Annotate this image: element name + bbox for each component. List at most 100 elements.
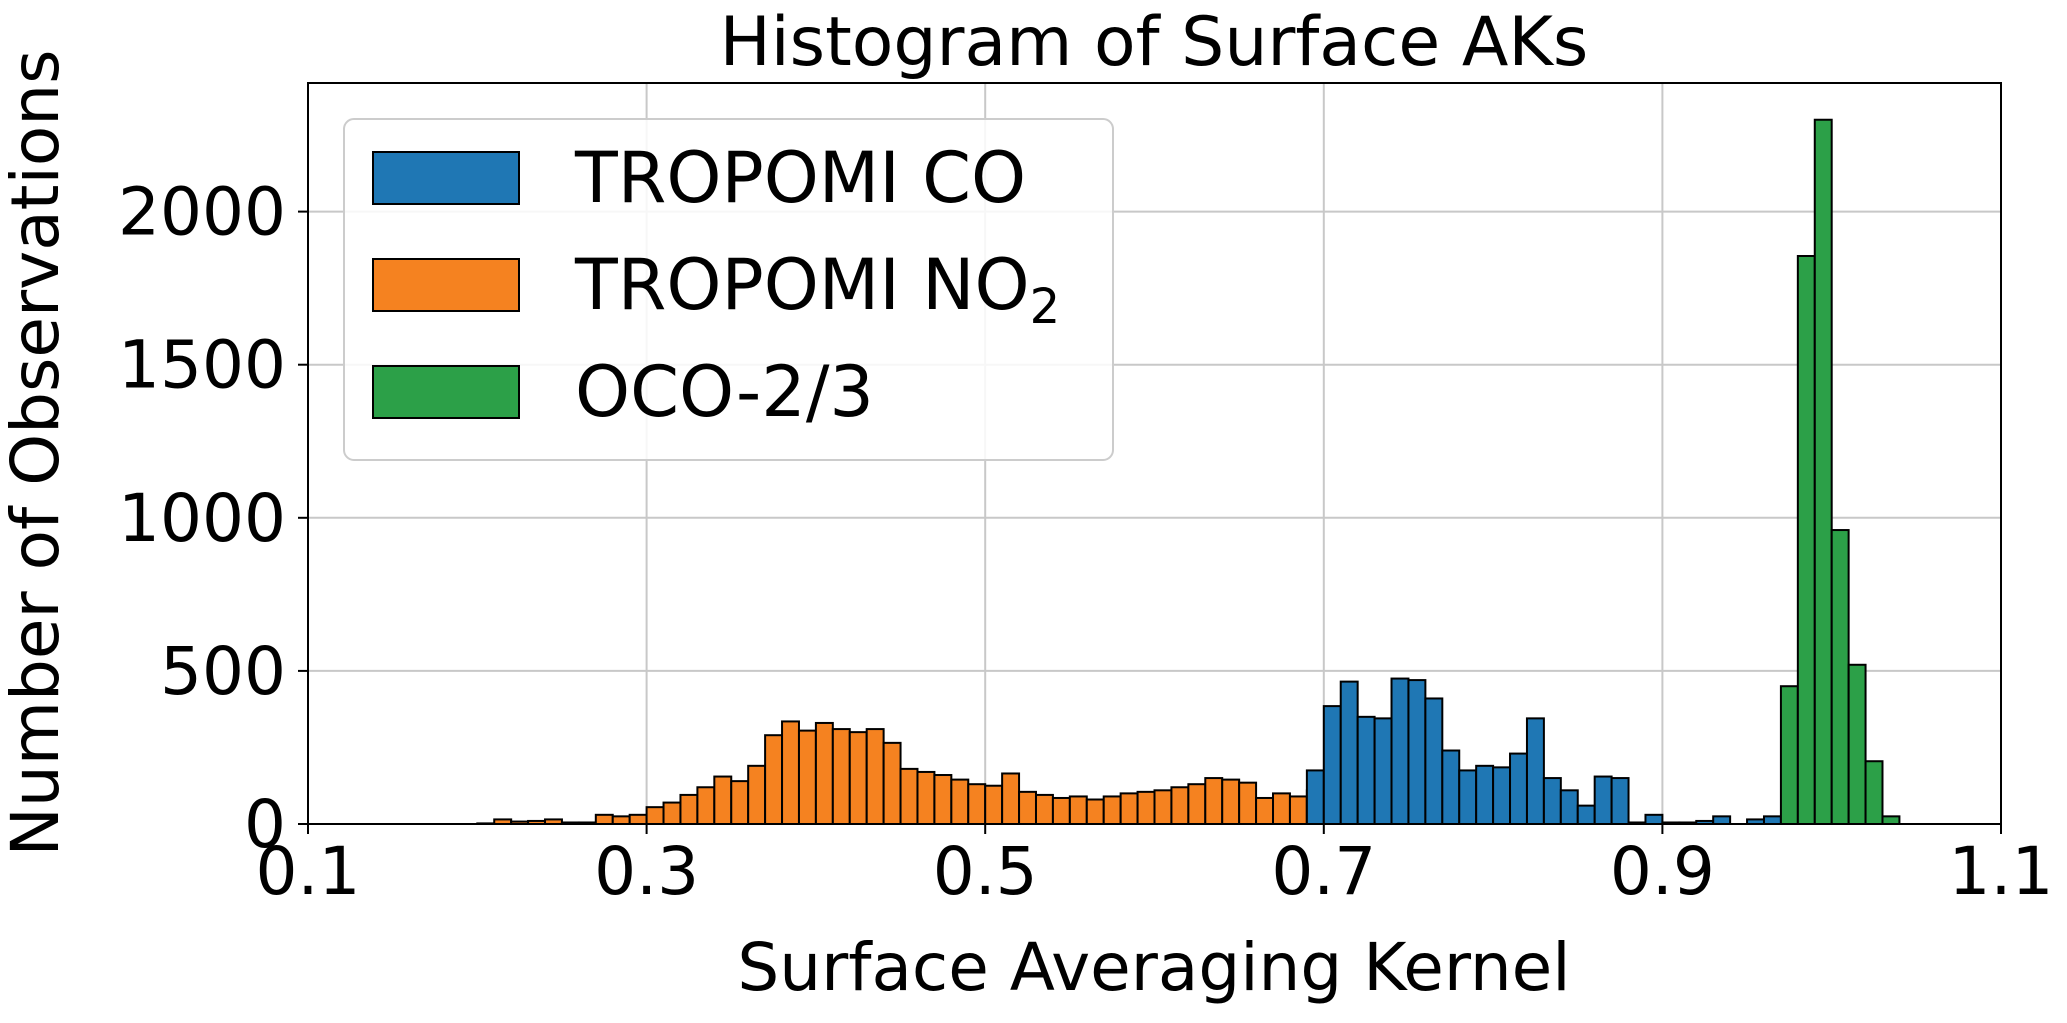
bar-tropomi-no2	[781, 720, 800, 826]
legend-frame	[343, 118, 1114, 461]
x-tick-label: 0.5	[933, 833, 1038, 910]
bar-tropomi-no2	[730, 780, 750, 825]
bar-tropomi-co	[1712, 815, 1732, 825]
bar-oco-2-3	[1796, 255, 1816, 825]
bar-tropomi-co	[1322, 705, 1342, 826]
bar-tropomi-no2	[1085, 798, 1105, 826]
bar-oco-2-3	[1779, 685, 1799, 826]
bar-tropomi-no2	[1221, 778, 1241, 826]
axis-ticks: 0.1 0.3 0.5 0.7 0.9 1.1 0 500 1000 1500 2000	[118, 174, 2053, 910]
x-tick-label: 0.7	[1271, 833, 1376, 910]
bar-tropomi-no2	[1119, 792, 1139, 826]
bar-tropomi-co	[1356, 715, 1376, 825]
bar-tropomi-no2	[1001, 772, 1021, 826]
bar-tropomi-co	[1305, 769, 1325, 825]
bar-tropomi-no2	[696, 786, 716, 826]
bar-tropomi-no2	[967, 783, 987, 825]
x-tick-label: 0.3	[594, 833, 699, 910]
bar-tropomi-no2	[1288, 795, 1308, 825]
bar-tropomi-no2	[1204, 777, 1224, 826]
bar-tropomi-no2	[848, 731, 868, 826]
bar-tropomi-no2	[662, 801, 682, 825]
plot-frame	[307, 82, 2002, 825]
legend-label-subscript: 2	[1030, 279, 1061, 335]
bar-tropomi-no2	[797, 729, 817, 825]
x-tick-label: 0.1	[256, 833, 361, 910]
y-tick-label: 1000	[118, 480, 286, 557]
legend-label-text: TROPOMI NO	[574, 244, 1030, 326]
legend-swatch-tropomi-co	[372, 151, 520, 205]
bar-tropomi-no2	[1187, 783, 1207, 825]
bar-tropomi-no2	[679, 793, 699, 825]
bar-tropomi-co	[1593, 775, 1613, 825]
y-tick-label: 0	[244, 786, 286, 863]
bar-tropomi-co	[1509, 752, 1528, 826]
bar-tropomi-co	[1525, 717, 1545, 825]
x-axis-title: Surface Averaging Kernel	[737, 929, 1570, 1006]
bar-tropomi-no2	[1170, 786, 1190, 826]
bar-tropomi-no2	[933, 774, 953, 825]
bar-tropomi-no2	[628, 813, 648, 825]
legend-label-tropomi-co: TROPOMI CO	[574, 137, 1026, 219]
bar-tropomi-co	[1576, 804, 1596, 826]
bar-oco-2-3	[1847, 663, 1867, 825]
bar-tropomi-no2	[1238, 781, 1258, 825]
legend-label-text: TROPOMI CO	[574, 137, 1026, 219]
bar-tropomi-no2	[1051, 796, 1071, 826]
bar-tropomi-no2	[1272, 792, 1291, 826]
bar-tropomi-no2	[1034, 793, 1054, 825]
bar-oco-2-3	[1813, 118, 1833, 826]
legend-swatch-oco-2-3	[372, 365, 520, 419]
bar-tropomi-co	[1441, 749, 1461, 825]
bar-tropomi-no2	[950, 778, 970, 826]
bar-tropomi-co	[1542, 777, 1562, 826]
legend-label-text: OCO-2/3	[575, 351, 874, 433]
bar-tropomi-co	[1762, 815, 1782, 825]
bar-oco-2-3	[1830, 529, 1850, 825]
bar-tropomi-no2	[747, 764, 767, 826]
bar-tropomi-co	[1373, 717, 1393, 825]
bar-tropomi-co	[1492, 766, 1512, 826]
bar-tropomi-co	[1610, 777, 1630, 826]
bar-tropomi-no2	[865, 728, 885, 825]
bar-oco-2-3	[1864, 760, 1884, 825]
bar-oco-2-3	[1881, 815, 1901, 825]
legend-label-tropomi-no2: TROPOMI NO2	[574, 244, 1060, 335]
legend-swatch-tropomi-no2	[372, 258, 520, 312]
x-tick-label: 0.9	[1610, 833, 1715, 910]
bar-tropomi-co	[1559, 789, 1579, 825]
bar-tropomi-no2	[594, 813, 614, 825]
bar-tropomi-no2	[1153, 789, 1173, 825]
bar-tropomi-co	[1644, 813, 1664, 825]
bar-tropomi-no2	[882, 741, 902, 825]
y-axis-title: Number of Observations	[0, 50, 74, 857]
y-tick-label: 1500	[118, 327, 286, 404]
legend-items: TROPOMI CO TROPOMI NO2 OCO-2/3	[372, 137, 1060, 433]
legend: TROPOMI CO TROPOMI NO2 OCO-2/3	[343, 118, 1114, 461]
bar-tropomi-no2	[814, 721, 834, 825]
bar-tropomi-no2	[1102, 795, 1122, 825]
bar-tropomi-no2	[984, 784, 1004, 826]
bar-tropomi-no2	[1018, 790, 1037, 826]
bar-tropomi-co	[1390, 677, 1410, 825]
y-tick-label: 2000	[118, 174, 286, 251]
bar-tropomi-no2	[713, 775, 733, 825]
bar-tropomi-co	[1458, 769, 1478, 825]
bar-tropomi-no2	[1255, 796, 1275, 826]
bar-tropomi-no2	[899, 767, 919, 825]
bar-tropomi-co	[1424, 697, 1444, 825]
bar-tropomi-no2	[1136, 790, 1156, 826]
x-tick-label: 1.1	[1949, 833, 2054, 910]
bar-tropomi-no2	[916, 770, 936, 826]
bar-tropomi-no2	[1068, 795, 1088, 825]
bar-tropomi-no2	[645, 806, 665, 826]
bar-tropomi-no2	[611, 815, 631, 825]
bar-tropomi-no2	[831, 728, 851, 825]
chart-title: Histogram of Surface AKs	[720, 3, 1589, 82]
bar-tropomi-co	[1339, 680, 1359, 826]
histogram-bars	[476, 118, 1901, 826]
bar-tropomi-co	[1475, 764, 1495, 826]
y-tick-label: 500	[160, 633, 286, 710]
